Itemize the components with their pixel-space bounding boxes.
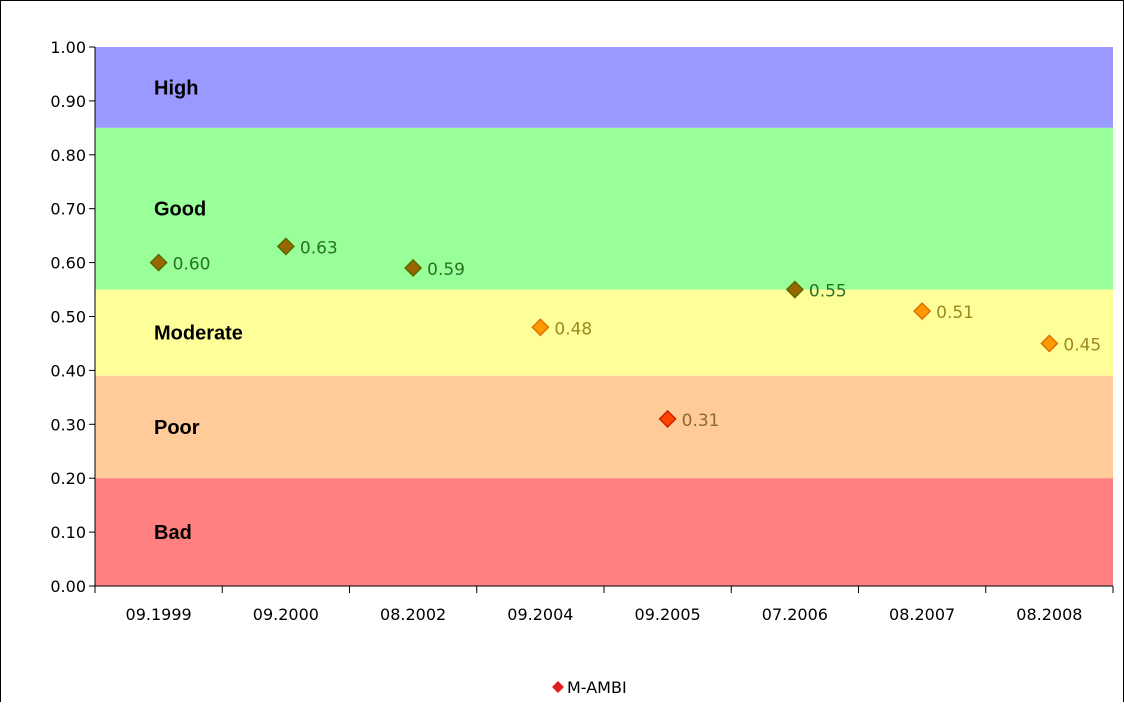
x-tick-label: 09.2004 [507, 605, 573, 624]
data-points: 0.60 0.63 0.59 0.48 0.31 0.55 0.51 0.45 [149, 237, 1101, 431]
band-good [95, 127, 1113, 290]
y-tick-label: 0.50 [50, 308, 86, 327]
band-label-bad: Bad [154, 522, 192, 544]
y-tick-label: 0.70 [50, 200, 86, 219]
axes: 0.00 0.10 0.20 0.30 0.40 0.50 0.60 0.70 0.80 0.90… [50, 38, 1114, 624]
band-high [95, 47, 1113, 128]
y-tick-label: 1.00 [50, 38, 86, 57]
quality-bands: High Good Moderate Poor Bad [95, 47, 1113, 586]
y-tick-label: 0.60 [50, 254, 86, 273]
band-moderate [95, 289, 1113, 376]
legend: M-AMBI [552, 678, 627, 697]
band-bad [95, 478, 1113, 586]
band-label-poor: Poor [154, 417, 200, 439]
y-tick-label: 0.10 [50, 523, 86, 542]
data-point-marker [658, 409, 677, 428]
data-point-marker [149, 253, 168, 272]
x-tick-label: 09.1999 [126, 605, 192, 624]
data-point-marker [276, 237, 295, 256]
band-label-moderate: Moderate [154, 323, 243, 345]
data-point-label: 0.55 [809, 282, 847, 302]
y-tick-label: 0.30 [50, 415, 86, 434]
data-point-label: 0.60 [173, 255, 211, 275]
data-point-label: 0.45 [1063, 335, 1101, 355]
data-point-marker [1040, 334, 1059, 353]
data-point-label: 0.31 [682, 411, 720, 431]
data-point-marker [404, 258, 423, 278]
data-point-marker [785, 280, 804, 299]
x-tick-label: 09.2000 [253, 605, 319, 624]
y-tick-label: 0.00 [50, 577, 86, 596]
y-tick-label: 0.80 [50, 146, 86, 165]
y-tick-label: 0.90 [50, 92, 86, 111]
x-tick-label: 07.2006 [762, 605, 828, 624]
x-tick-label: 08.2002 [380, 605, 446, 624]
band-poor [95, 375, 1113, 479]
x-tick-label: 08.2007 [889, 605, 955, 624]
data-point-label: 0.51 [936, 303, 974, 323]
band-label-good: Good [154, 199, 206, 221]
data-point-marker [913, 302, 932, 321]
band-label-high: High [154, 77, 198, 99]
legend-label: M-AMBI [567, 678, 627, 697]
x-tick-label: 08.2008 [1016, 605, 1082, 624]
data-point-label: 0.48 [554, 319, 592, 339]
y-tick-label: 0.20 [50, 469, 86, 488]
legend-marker [552, 681, 564, 693]
data-point-label: 0.63 [300, 238, 338, 258]
data-point-label: 0.59 [427, 260, 465, 280]
x-tick-label: 09.2005 [635, 605, 701, 624]
data-point-marker [531, 318, 550, 337]
y-tick-label: 0.40 [50, 361, 86, 380]
